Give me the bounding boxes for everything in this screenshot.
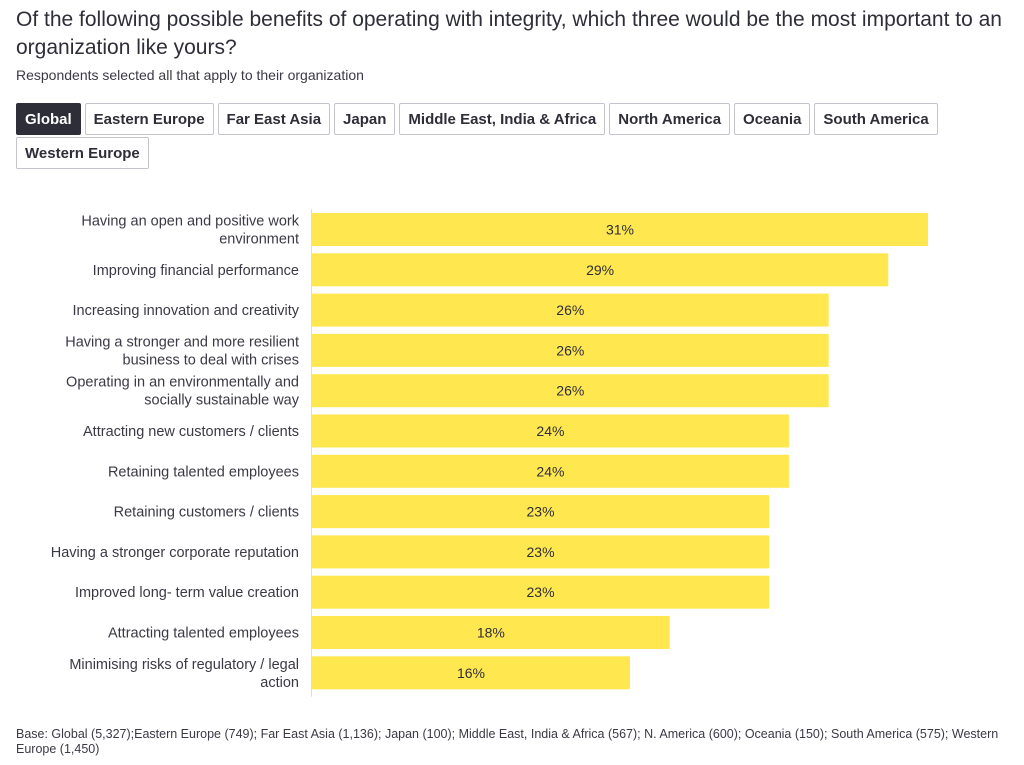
category-label-10: Attracting talented employees — [108, 626, 299, 642]
category-label-0-line-0: Having an open and positive work — [81, 214, 299, 230]
bar-value-label-7: 23% — [527, 504, 555, 520]
bar-value-label-0: 31% — [606, 222, 634, 238]
category-label-0-line-1: environment — [219, 232, 299, 248]
chart-subtitle: Respondents selected all that apply to t… — [16, 67, 364, 83]
category-label-0: Having an open and positive work environm… — [81, 214, 299, 248]
category-label-3-line-0: Having a stronger and more resilient — [65, 334, 299, 350]
bar-value-label-3: 26% — [556, 342, 584, 358]
category-label-7-line-0: Retaining customers / clients — [114, 505, 299, 521]
bar-4 — [312, 374, 829, 408]
category-label-6-line-0: Retaining talented employees — [108, 464, 299, 480]
bar-1 — [312, 253, 889, 287]
bar-8 — [312, 535, 770, 569]
category-label-10-line-0: Attracting talented employees — [108, 626, 299, 642]
category-label-9-line-0: Improved long- term value creation — [75, 585, 299, 601]
category-label-8: Having a stronger corporate reputation — [51, 545, 299, 561]
tab-north-america[interactable]: North America — [609, 103, 731, 135]
tab-middle-east-india-africa[interactable]: Middle East, India & Africa — [399, 103, 606, 135]
tab-global[interactable]: Global — [16, 103, 81, 135]
bar-value-label-6: 24% — [536, 463, 564, 479]
bar-9 — [312, 575, 770, 609]
tab-oceania[interactable]: Oceania — [734, 103, 811, 135]
bar-11 — [312, 656, 630, 690]
category-label-5: Attracting new customers / clients — [83, 424, 299, 440]
tab-far-east-asia[interactable]: Far East Asia — [217, 103, 331, 135]
category-label-1: Improving financial performance — [93, 263, 299, 279]
category-label-11: Minimising risks of regulatory / legal ac… — [69, 657, 299, 691]
bar-value-label-11: 16% — [457, 665, 485, 681]
bar-value-label-10: 18% — [477, 625, 505, 641]
bar-value-label-5: 24% — [536, 423, 564, 439]
category-label-7: Retaining customers / clients — [114, 505, 299, 521]
category-label-11-line-0: Minimising risks of regulatory / legal — [69, 657, 299, 673]
bar-6 — [312, 454, 789, 488]
category-label-2-line-0: Increasing innovation and creativity — [73, 303, 300, 319]
bar-value-label-4: 26% — [556, 383, 584, 399]
bar-7 — [312, 495, 770, 529]
tab-western-europe[interactable]: Western Europe — [16, 137, 149, 169]
category-label-4-line-0: Operating in an environmentally and — [66, 375, 299, 391]
tab-japan[interactable]: Japan — [334, 103, 396, 135]
category-label-5-line-0: Attracting new customers / clients — [83, 424, 299, 440]
bar-chart: 31% Having an open and positive work envir… — [51, 209, 928, 697]
category-label-2: Increasing innovation and creativity — [73, 303, 300, 319]
bar-10 — [312, 616, 670, 649]
category-label-3-line-1: business to deal with crises — [123, 352, 300, 368]
tab-eastern-europe[interactable]: Eastern Europe — [84, 103, 214, 135]
category-label-4: Operating in an environmentally and socia… — [66, 375, 300, 409]
category-label-4-line-1: socially sustainable way — [144, 393, 299, 409]
category-label-8-line-0: Having a stronger corporate reputation — [51, 545, 299, 561]
bar-value-label-9: 23% — [527, 584, 555, 600]
bar-5 — [312, 414, 789, 448]
category-label-9: Improved long- term value creation — [75, 585, 299, 601]
chart-title: Of the following possible benefits of op… — [16, 8, 1002, 59]
base-footnote: Base: Global (5,327);Eastern Europe (749… — [16, 727, 999, 756]
category-label-3: Having a stronger and more resilient busi… — [65, 334, 299, 368]
bar-value-label-8: 23% — [527, 544, 555, 560]
category-label-1-line-0: Improving financial performance — [93, 263, 299, 279]
bar-3 — [312, 333, 829, 367]
bar-value-label-1: 29% — [586, 262, 614, 278]
tab-south-america[interactable]: South America — [814, 103, 938, 135]
category-label-11-line-1: action — [260, 675, 299, 691]
bar-value-label-2: 26% — [556, 302, 584, 318]
category-label-6: Retaining talented employees — [108, 464, 299, 480]
region-tabs: Global Eastern Europe Far East Asia Japa… — [16, 103, 1006, 169]
bar-2 — [312, 293, 829, 327]
bar-0 — [312, 213, 928, 246]
